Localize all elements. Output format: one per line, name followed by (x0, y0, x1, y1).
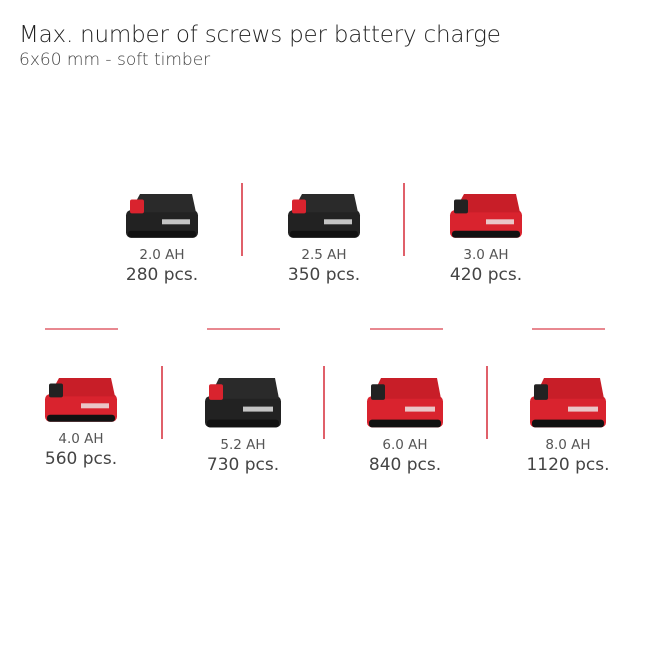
battery-capacity: 6.0 AH (382, 437, 428, 453)
battery-item: 4.0 AH 560 pcs. (6, 364, 156, 470)
battery-icon (530, 378, 606, 428)
screw-count: 280 pcs. (125, 265, 199, 285)
battery-capacity: 2.5 AH (301, 247, 347, 263)
divider (403, 183, 405, 256)
battery-item: 3.0 AH 420 pcs. (411, 180, 561, 286)
battery-capacity: 4.0 AH (58, 431, 104, 447)
battery-icon (288, 194, 360, 238)
screw-count: 350 pcs. (287, 265, 361, 285)
battery-capacity: 2.0 AH (139, 247, 185, 263)
divider (532, 328, 605, 330)
battery-capacity: 5.2 AH (220, 437, 266, 453)
battery-capacity: 8.0 AH (545, 437, 591, 453)
battery-icon (450, 194, 522, 238)
page-title: Max. number of screws per battery charge (19, 22, 501, 48)
divider (161, 366, 163, 439)
screw-count: 420 pcs. (449, 265, 523, 285)
divider (486, 366, 488, 439)
screw-count: 560 pcs. (44, 449, 118, 469)
divider (207, 328, 280, 330)
battery-item: 6.0 AH 840 pcs. (330, 364, 480, 476)
battery-capacity: 3.0 AH (463, 247, 509, 263)
screw-count: 1120 pcs. (526, 455, 610, 475)
battery-item: 2.0 AH 280 pcs. (87, 180, 237, 286)
battery-icon (367, 378, 443, 428)
divider (45, 328, 118, 330)
battery-item: 2.5 AH 350 pcs. (249, 180, 399, 286)
page-subtitle: 6x60 mm - soft timber (19, 50, 211, 70)
divider (241, 183, 243, 256)
divider (370, 328, 443, 330)
screw-count: 840 pcs. (368, 455, 442, 475)
battery-icon (205, 378, 281, 428)
battery-item: 8.0 AH 1120 pcs. (493, 364, 643, 476)
screw-count: 730 pcs. (206, 455, 280, 475)
battery-icon (45, 378, 117, 422)
divider (323, 366, 325, 439)
battery-icon (126, 194, 198, 238)
battery-item: 5.2 AH 730 pcs. (168, 364, 318, 476)
